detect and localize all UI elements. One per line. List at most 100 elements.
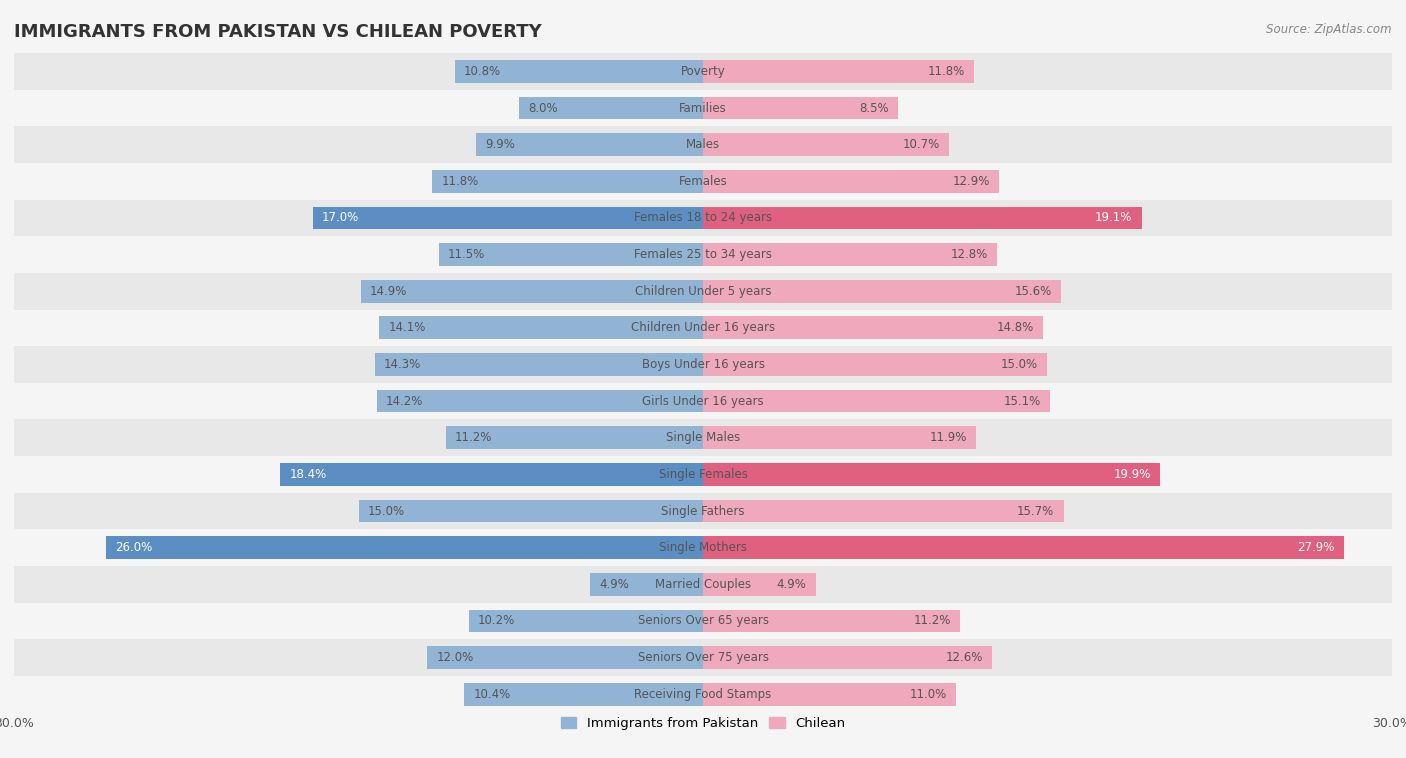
Text: Children Under 16 years: Children Under 16 years bbox=[631, 321, 775, 334]
Bar bbox=[374, 353, 703, 376]
Text: 12.8%: 12.8% bbox=[950, 248, 988, 261]
Bar bbox=[14, 89, 1392, 127]
Bar bbox=[703, 427, 976, 449]
Bar bbox=[427, 647, 703, 669]
Text: 15.0%: 15.0% bbox=[368, 505, 405, 518]
Text: Poverty: Poverty bbox=[681, 65, 725, 78]
Bar bbox=[105, 537, 703, 559]
Bar bbox=[703, 573, 815, 596]
Bar bbox=[14, 273, 1392, 309]
Text: Seniors Over 75 years: Seniors Over 75 years bbox=[637, 651, 769, 664]
Bar bbox=[14, 639, 1392, 676]
Text: 10.4%: 10.4% bbox=[474, 688, 510, 700]
Bar bbox=[377, 390, 703, 412]
Text: Males: Males bbox=[686, 138, 720, 151]
Bar bbox=[14, 566, 1392, 603]
Bar bbox=[468, 609, 703, 632]
Text: 15.6%: 15.6% bbox=[1015, 285, 1052, 298]
Text: Children Under 5 years: Children Under 5 years bbox=[634, 285, 772, 298]
Text: 14.1%: 14.1% bbox=[388, 321, 426, 334]
Bar bbox=[14, 199, 1392, 236]
Text: 15.7%: 15.7% bbox=[1017, 505, 1054, 518]
Text: 26.0%: 26.0% bbox=[115, 541, 152, 554]
Text: Single Mothers: Single Mothers bbox=[659, 541, 747, 554]
Bar bbox=[14, 383, 1392, 419]
Bar bbox=[439, 243, 703, 266]
Text: 15.1%: 15.1% bbox=[1004, 395, 1040, 408]
Bar bbox=[14, 493, 1392, 529]
Text: Females 18 to 24 years: Females 18 to 24 years bbox=[634, 211, 772, 224]
Text: 4.9%: 4.9% bbox=[599, 578, 630, 590]
Bar bbox=[519, 97, 703, 119]
Bar bbox=[703, 60, 974, 83]
Text: Married Couples: Married Couples bbox=[655, 578, 751, 590]
Bar bbox=[703, 609, 960, 632]
Text: Boys Under 16 years: Boys Under 16 years bbox=[641, 358, 765, 371]
Bar bbox=[703, 500, 1063, 522]
Text: 27.9%: 27.9% bbox=[1298, 541, 1334, 554]
Bar bbox=[312, 207, 703, 229]
Text: 12.9%: 12.9% bbox=[953, 175, 990, 188]
Bar bbox=[703, 647, 993, 669]
Bar bbox=[703, 353, 1047, 376]
Bar bbox=[703, 170, 1000, 193]
Text: 10.2%: 10.2% bbox=[478, 615, 515, 628]
Text: Females 25 to 34 years: Females 25 to 34 years bbox=[634, 248, 772, 261]
Text: Source: ZipAtlas.com: Source: ZipAtlas.com bbox=[1267, 23, 1392, 36]
Text: 18.4%: 18.4% bbox=[290, 468, 326, 481]
Bar bbox=[14, 127, 1392, 163]
Bar bbox=[380, 317, 703, 339]
Bar bbox=[14, 236, 1392, 273]
Bar bbox=[703, 537, 1344, 559]
Bar bbox=[475, 133, 703, 156]
Bar bbox=[703, 463, 1160, 486]
Bar bbox=[703, 683, 956, 706]
Text: Females: Females bbox=[679, 175, 727, 188]
Text: 15.0%: 15.0% bbox=[1001, 358, 1038, 371]
Bar bbox=[14, 529, 1392, 566]
Text: 10.7%: 10.7% bbox=[903, 138, 939, 151]
Text: 14.3%: 14.3% bbox=[384, 358, 420, 371]
Text: 12.0%: 12.0% bbox=[437, 651, 474, 664]
Text: 11.8%: 11.8% bbox=[928, 65, 965, 78]
Bar bbox=[703, 207, 1142, 229]
Text: 11.5%: 11.5% bbox=[449, 248, 485, 261]
Bar bbox=[359, 500, 703, 522]
Bar bbox=[14, 419, 1392, 456]
Text: Families: Families bbox=[679, 102, 727, 114]
Text: 9.9%: 9.9% bbox=[485, 138, 515, 151]
Bar bbox=[14, 309, 1392, 346]
Text: 11.8%: 11.8% bbox=[441, 175, 478, 188]
Bar bbox=[280, 463, 703, 486]
Bar bbox=[703, 133, 949, 156]
Text: Single Fathers: Single Fathers bbox=[661, 505, 745, 518]
Bar bbox=[14, 676, 1392, 713]
Bar bbox=[14, 163, 1392, 199]
Bar bbox=[464, 683, 703, 706]
Text: 14.9%: 14.9% bbox=[370, 285, 408, 298]
Text: 8.5%: 8.5% bbox=[859, 102, 889, 114]
Text: 11.2%: 11.2% bbox=[456, 431, 492, 444]
Text: Girls Under 16 years: Girls Under 16 years bbox=[643, 395, 763, 408]
Bar bbox=[703, 280, 1062, 302]
Text: 19.1%: 19.1% bbox=[1095, 211, 1132, 224]
Bar bbox=[703, 97, 898, 119]
Bar bbox=[14, 456, 1392, 493]
Text: IMMIGRANTS FROM PAKISTAN VS CHILEAN POVERTY: IMMIGRANTS FROM PAKISTAN VS CHILEAN POVE… bbox=[14, 23, 541, 41]
Text: Seniors Over 65 years: Seniors Over 65 years bbox=[637, 615, 769, 628]
Bar bbox=[14, 603, 1392, 639]
Text: 10.8%: 10.8% bbox=[464, 65, 502, 78]
Bar bbox=[703, 317, 1043, 339]
Text: Single Females: Single Females bbox=[658, 468, 748, 481]
Legend: Immigrants from Pakistan, Chilean: Immigrants from Pakistan, Chilean bbox=[555, 712, 851, 735]
Text: Single Males: Single Males bbox=[666, 431, 740, 444]
Text: Receiving Food Stamps: Receiving Food Stamps bbox=[634, 688, 772, 700]
Text: 4.9%: 4.9% bbox=[776, 578, 807, 590]
Text: 14.2%: 14.2% bbox=[387, 395, 423, 408]
Bar bbox=[14, 346, 1392, 383]
Text: 11.2%: 11.2% bbox=[914, 615, 950, 628]
Bar bbox=[446, 427, 703, 449]
Text: 12.6%: 12.6% bbox=[946, 651, 983, 664]
Bar bbox=[703, 243, 997, 266]
Bar bbox=[432, 170, 703, 193]
